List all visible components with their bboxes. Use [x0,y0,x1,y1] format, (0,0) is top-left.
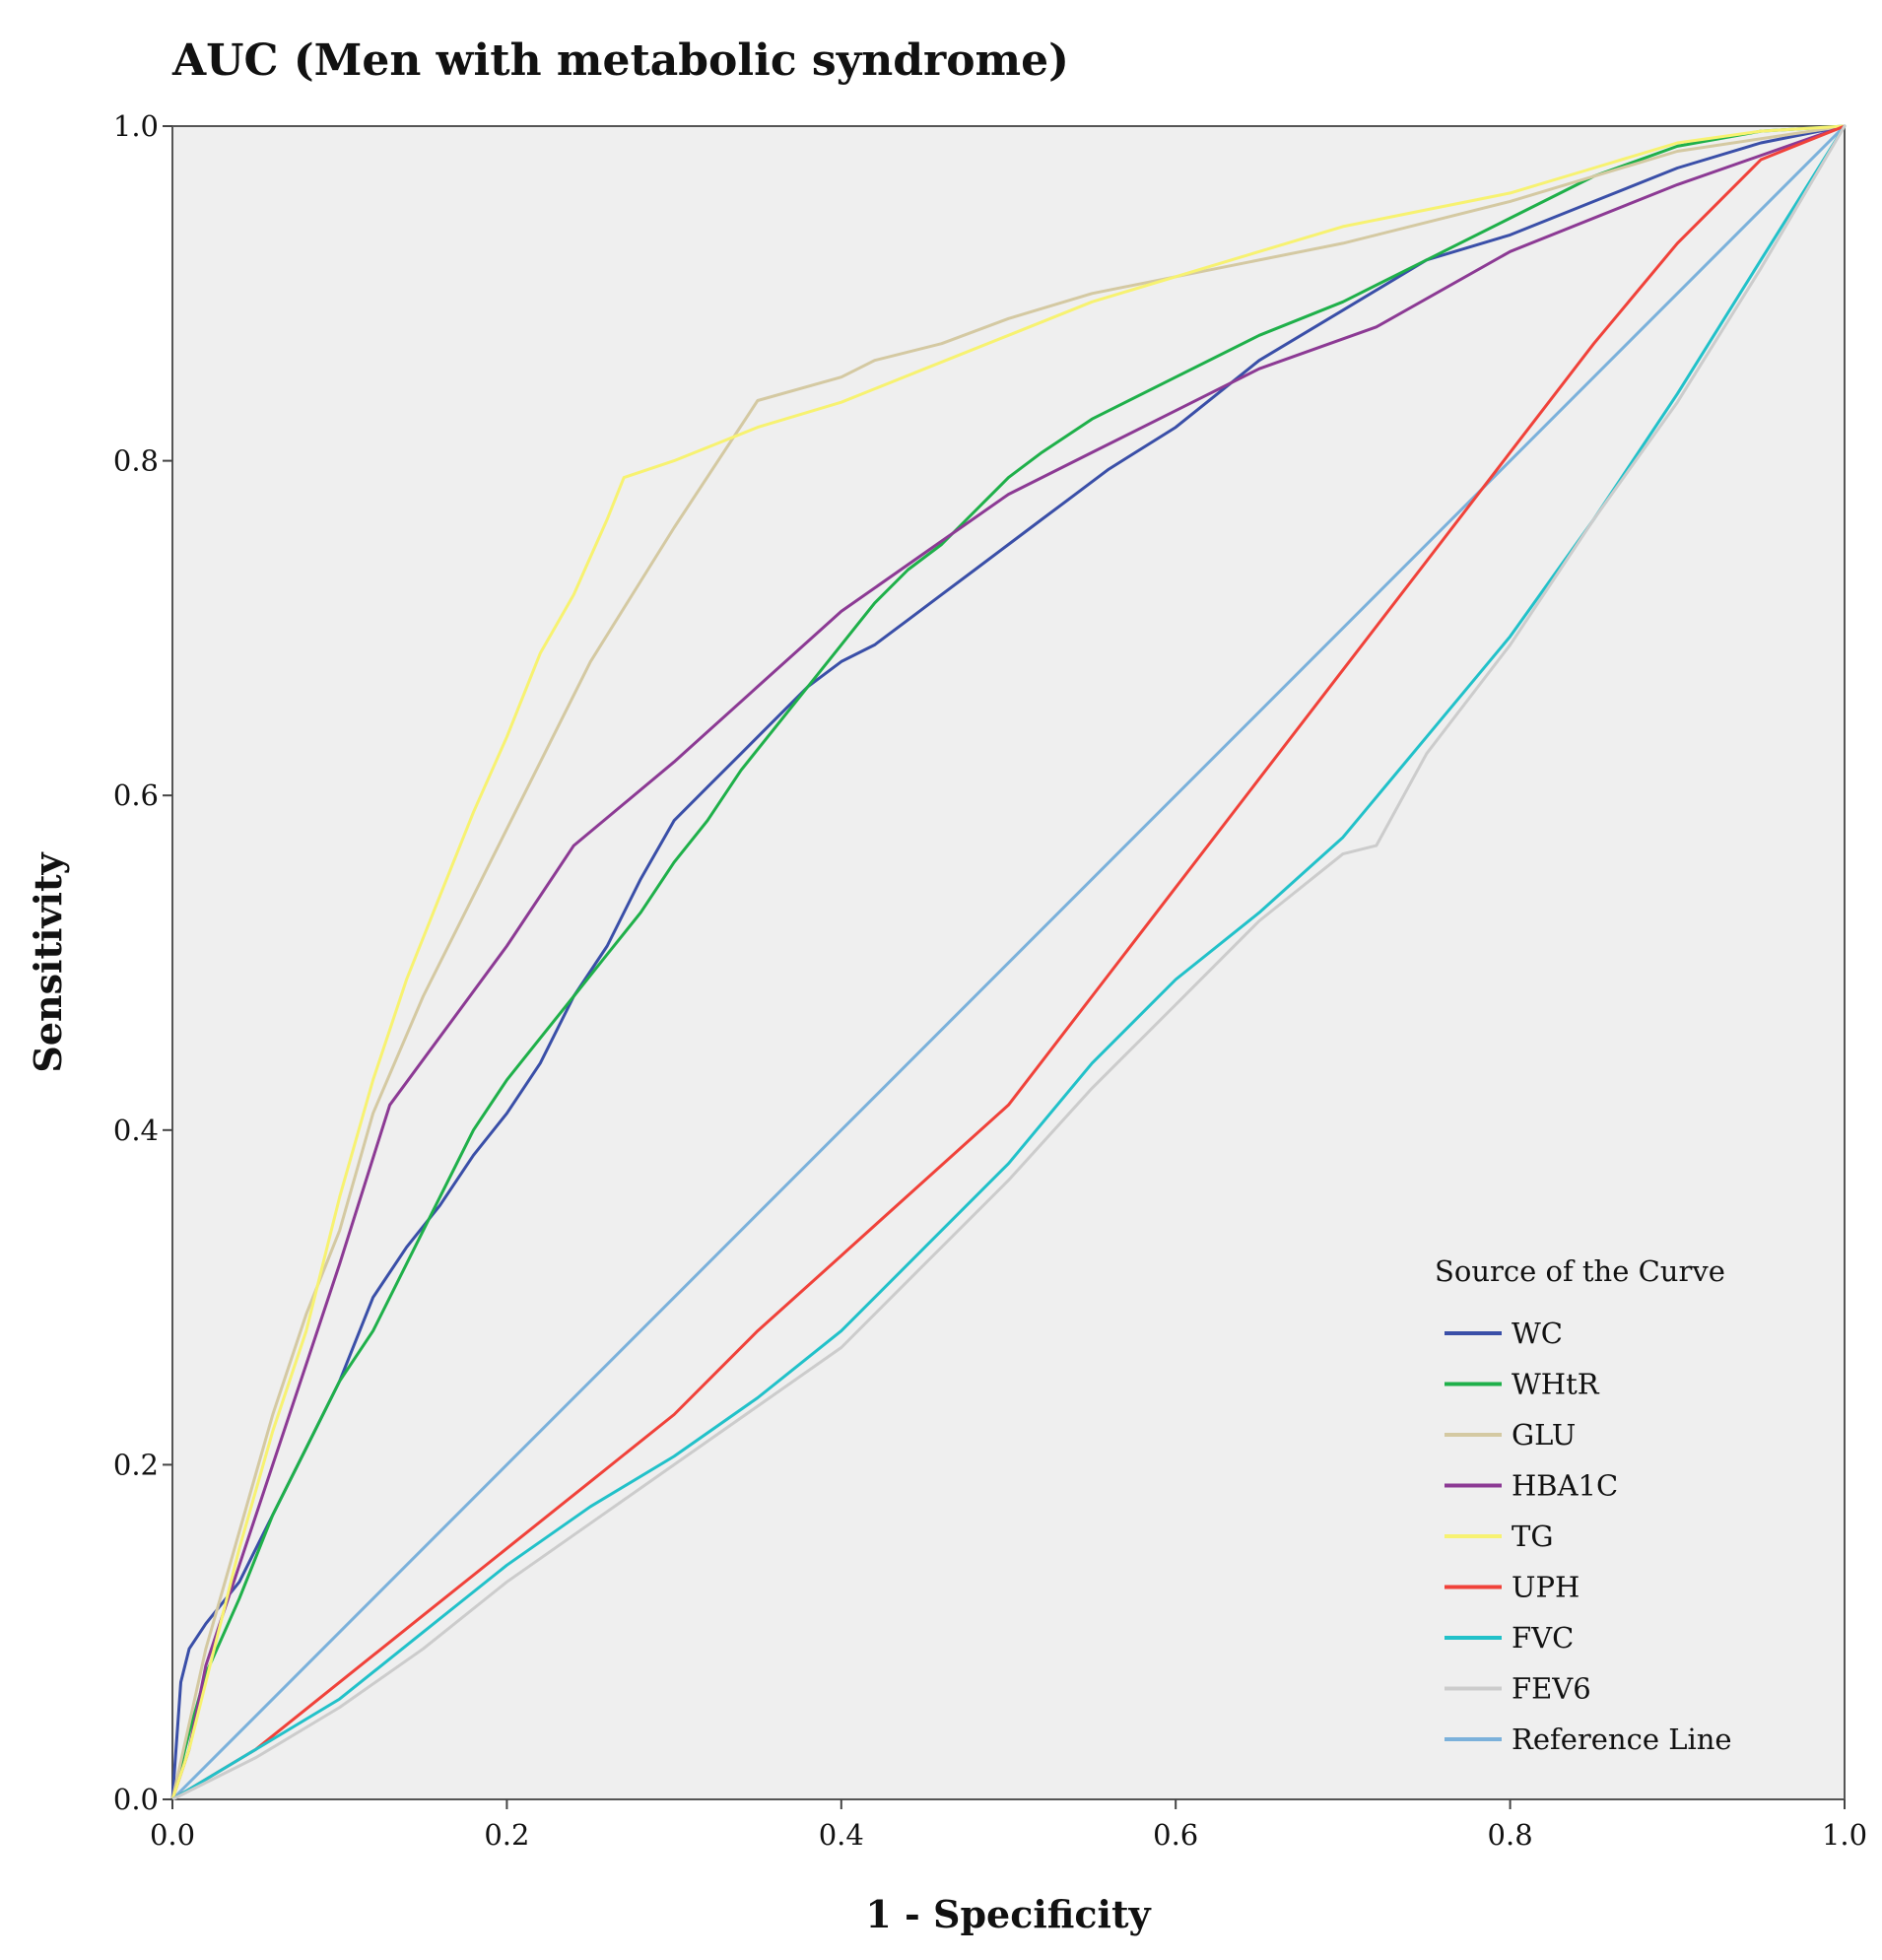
y-tick-label: 0.6 [113,778,159,812]
x-tick-label: 0.8 [1488,1818,1533,1852]
legend-label-wc: WC [1512,1317,1563,1350]
series-line-reference-line [170,124,1847,1801]
legend: Source of the Curve WC WHtR GLU HBA1C TG UPH F… [1435,1254,1732,1756]
x-tick-label: 0.6 [1153,1818,1198,1852]
legend-label-reference-line: Reference Line [1512,1723,1732,1756]
legend-label-uph: UPH [1512,1571,1580,1604]
x-tick-label: 0.0 [150,1818,195,1852]
y-tick-label: 0.4 [113,1114,159,1147]
legend-label-whtr: WHtR [1512,1368,1600,1401]
y-tick-label: 1.0 [113,109,159,143]
series-line-whtr [170,124,1847,1801]
x-tick-label: 1.0 [1822,1818,1867,1852]
y-tick-label: 0.8 [113,444,159,478]
x-axis-label: 1 - Specificity [865,1892,1151,1936]
series-line-fev6 [170,124,1847,1801]
series-line-hba1c [170,124,1847,1801]
axis-ticks: 0.0 0.2 0.4 0.6 0.8 1.0 0.0 0.2 0.4 0.6 0.8 1.0 [113,109,1867,1852]
legend-label-hba1c: HBA1C [1512,1469,1618,1503]
series-line-tg [170,124,1847,1801]
chart-title: AUC (Men with metabolic syndrome) [171,35,1069,86]
y-tick-label: 0.0 [113,1783,159,1816]
legend-label-tg: TG [1512,1520,1554,1553]
legend-label-fvc: FVC [1512,1621,1574,1655]
y-axis-label: Sensitivity [26,851,70,1072]
legend-label-glu: GLU [1512,1418,1576,1452]
y-tick-label: 0.2 [113,1448,159,1481]
series-line-uph [170,124,1847,1801]
legend-label-fev6: FEV6 [1512,1672,1591,1706]
series-line-glu [170,124,1847,1801]
x-tick-label: 0.2 [484,1818,529,1852]
x-tick-label: 0.4 [819,1818,864,1852]
series-line-fvc [170,124,1847,1801]
legend-title: Source of the Curve [1435,1254,1725,1288]
curves-group [170,124,1847,1801]
